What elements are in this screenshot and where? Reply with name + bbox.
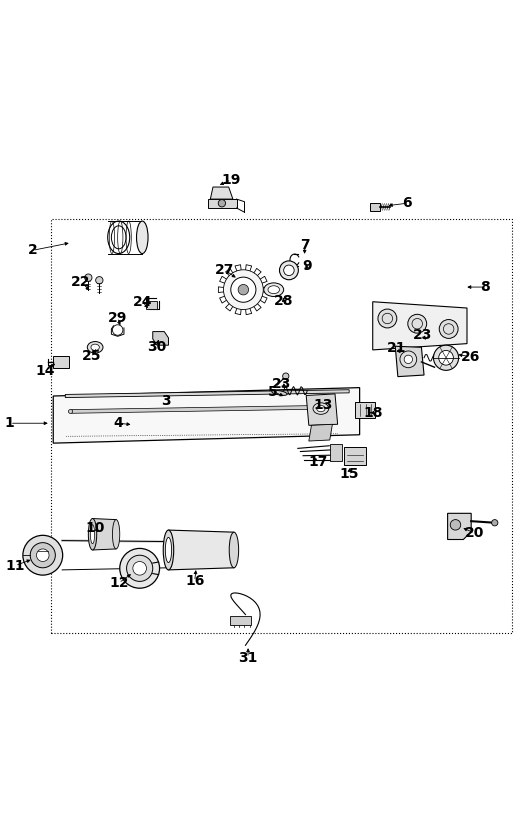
Ellipse shape — [268, 286, 279, 293]
Circle shape — [408, 314, 427, 334]
Circle shape — [224, 270, 263, 309]
Bar — [229, 616, 251, 624]
Text: 23: 23 — [271, 377, 291, 391]
Text: 2: 2 — [28, 243, 37, 257]
Polygon shape — [53, 355, 69, 368]
Circle shape — [439, 350, 453, 365]
Ellipse shape — [229, 533, 239, 568]
Circle shape — [492, 520, 498, 526]
Text: 22: 22 — [71, 275, 91, 288]
Text: 14: 14 — [36, 364, 55, 378]
Circle shape — [133, 562, 146, 575]
Ellipse shape — [108, 221, 130, 253]
Circle shape — [439, 319, 458, 339]
Polygon shape — [373, 302, 467, 350]
Ellipse shape — [317, 405, 325, 411]
Circle shape — [282, 373, 289, 380]
Polygon shape — [153, 332, 169, 345]
Circle shape — [434, 345, 458, 370]
Text: 13: 13 — [313, 398, 333, 412]
Circle shape — [85, 274, 92, 281]
Polygon shape — [72, 405, 323, 413]
Bar — [330, 444, 342, 461]
Circle shape — [120, 548, 160, 589]
Circle shape — [23, 535, 63, 575]
Circle shape — [404, 355, 412, 364]
Text: 12: 12 — [109, 576, 128, 590]
Ellipse shape — [272, 390, 287, 395]
Circle shape — [450, 520, 461, 530]
Circle shape — [378, 309, 397, 328]
Ellipse shape — [137, 221, 148, 253]
Bar — [356, 402, 375, 418]
Circle shape — [284, 265, 294, 276]
Polygon shape — [306, 394, 338, 426]
Polygon shape — [53, 388, 360, 443]
Text: 20: 20 — [465, 526, 484, 540]
Text: 8: 8 — [481, 280, 490, 294]
Text: 3: 3 — [161, 395, 171, 408]
Text: 6: 6 — [402, 196, 412, 211]
Ellipse shape — [91, 525, 95, 543]
Polygon shape — [448, 513, 471, 539]
Text: 23: 23 — [413, 329, 432, 342]
Ellipse shape — [87, 342, 103, 353]
Circle shape — [30, 543, 55, 568]
Text: 17: 17 — [308, 455, 328, 469]
Text: 29: 29 — [108, 312, 127, 325]
Polygon shape — [370, 203, 379, 212]
Circle shape — [127, 555, 153, 581]
Circle shape — [37, 549, 49, 562]
Text: 1: 1 — [5, 416, 15, 431]
Polygon shape — [93, 518, 116, 550]
Text: 28: 28 — [274, 294, 294, 308]
Circle shape — [96, 277, 103, 284]
Circle shape — [231, 277, 256, 303]
Ellipse shape — [264, 283, 284, 297]
Text: 21: 21 — [386, 341, 406, 355]
Polygon shape — [210, 187, 233, 199]
Circle shape — [238, 284, 249, 295]
Polygon shape — [65, 390, 349, 398]
Text: 26: 26 — [461, 349, 480, 364]
Polygon shape — [208, 199, 236, 208]
Ellipse shape — [91, 344, 99, 350]
Ellipse shape — [112, 520, 120, 549]
Text: 10: 10 — [85, 521, 105, 535]
Ellipse shape — [163, 530, 174, 570]
Ellipse shape — [313, 403, 329, 415]
Text: 30: 30 — [147, 339, 166, 354]
Text: 11: 11 — [5, 558, 25, 573]
Circle shape — [400, 351, 417, 368]
Text: 15: 15 — [339, 466, 359, 481]
Polygon shape — [169, 530, 234, 570]
Polygon shape — [395, 346, 424, 377]
Text: 31: 31 — [238, 651, 258, 665]
Text: 27: 27 — [215, 263, 234, 277]
Ellipse shape — [68, 410, 73, 414]
Text: 25: 25 — [82, 349, 101, 363]
Text: 7: 7 — [300, 238, 310, 252]
Bar — [146, 301, 157, 309]
Circle shape — [279, 261, 298, 280]
Text: 4: 4 — [114, 416, 123, 431]
Bar — [51, 219, 511, 633]
Text: 16: 16 — [185, 574, 205, 589]
Text: 18: 18 — [364, 405, 383, 420]
Circle shape — [218, 200, 226, 207]
Ellipse shape — [89, 518, 96, 550]
Ellipse shape — [111, 226, 126, 249]
Bar — [344, 447, 366, 465]
Text: 19: 19 — [222, 173, 241, 186]
Polygon shape — [309, 425, 332, 441]
Ellipse shape — [165, 538, 172, 563]
Text: 9: 9 — [303, 259, 312, 273]
Text: 5: 5 — [268, 385, 278, 399]
Text: 24: 24 — [132, 295, 152, 308]
